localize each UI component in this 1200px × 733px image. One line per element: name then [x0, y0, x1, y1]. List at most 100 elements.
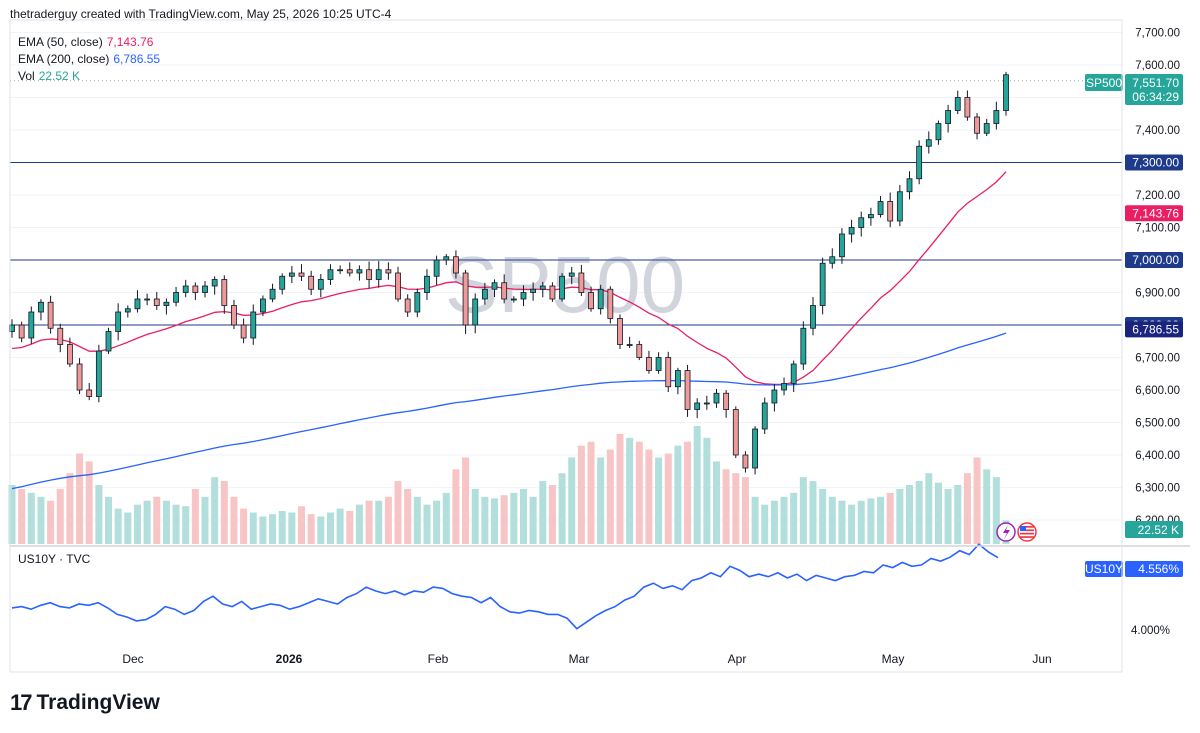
candle[interactable] [202, 281, 208, 298]
candle[interactable] [443, 254, 450, 265]
us10y-pane[interactable]: 4.000% US10Y 4.556% [11, 543, 1183, 637]
candle[interactable] [317, 274, 324, 298]
legend-vol[interactable]: Vol 22.52 K [18, 69, 80, 83]
candle[interactable] [781, 377, 787, 396]
candle[interactable] [761, 397, 768, 435]
candle[interactable] [636, 340, 643, 361]
candle[interactable] [954, 90, 961, 115]
candle[interactable] [559, 273, 565, 302]
candle[interactable] [1003, 71, 1009, 116]
candle[interactable] [713, 388, 720, 408]
candlesticks[interactable] [9, 71, 1009, 475]
candle[interactable] [414, 288, 421, 318]
candle[interactable] [848, 219, 855, 243]
legend-ema200[interactable]: EMA (200, close) 6,786.55 [18, 52, 160, 66]
series-icons[interactable] [996, 522, 1037, 542]
candle[interactable] [356, 265, 363, 281]
candle[interactable] [57, 323, 64, 353]
candle[interactable] [491, 279, 498, 298]
candle[interactable] [771, 383, 778, 412]
lightning-icon[interactable] [996, 522, 1016, 542]
candle[interactable] [337, 265, 344, 274]
candle[interactable] [703, 395, 710, 410]
horizontal-levels[interactable] [10, 80, 1122, 326]
candle[interactable] [568, 266, 575, 285]
candle[interactable] [86, 383, 93, 401]
candle[interactable] [173, 287, 179, 307]
candle[interactable] [453, 250, 459, 279]
candle[interactable] [945, 104, 951, 133]
candle[interactable] [983, 118, 990, 136]
candle[interactable] [520, 285, 527, 307]
candle[interactable] [539, 281, 546, 298]
candle[interactable] [433, 255, 440, 286]
candle[interactable] [790, 360, 797, 392]
candle[interactable] [404, 294, 411, 317]
candle[interactable] [925, 131, 932, 154]
legend-ema50[interactable]: EMA (50, close) 7,143.76 [18, 35, 153, 49]
candle[interactable] [887, 192, 894, 228]
candle[interactable] [260, 295, 266, 317]
candle[interactable] [877, 196, 884, 218]
candle[interactable] [115, 303, 122, 341]
candle[interactable] [578, 264, 585, 297]
candle[interactable] [549, 282, 556, 302]
candle[interactable] [250, 304, 257, 345]
candle[interactable] [395, 266, 401, 302]
candle[interactable] [674, 367, 681, 395]
candle[interactable] [231, 299, 237, 330]
candle[interactable] [829, 248, 836, 269]
candle[interactable] [424, 269, 430, 300]
candle[interactable] [617, 314, 623, 350]
candle[interactable] [626, 336, 633, 348]
candle[interactable] [240, 318, 247, 344]
candle[interactable] [47, 295, 54, 334]
candle[interactable] [269, 283, 276, 303]
candle[interactable] [327, 264, 334, 285]
candle[interactable] [298, 264, 305, 281]
candle[interactable] [144, 293, 151, 306]
candle[interactable] [501, 274, 508, 304]
candle[interactable] [646, 350, 652, 374]
candle[interactable] [375, 261, 382, 288]
candle[interactable] [684, 364, 691, 417]
candle[interactable] [105, 327, 112, 354]
candle[interactable] [858, 211, 865, 237]
candle[interactable] [462, 269, 469, 335]
us10y-legend[interactable]: US10Y · TVC [18, 552, 91, 566]
candle[interactable] [935, 120, 942, 145]
candle[interactable] [597, 284, 604, 315]
candle[interactable] [221, 275, 228, 314]
candle[interactable] [288, 265, 295, 284]
candle[interactable] [481, 282, 488, 305]
candle[interactable] [694, 398, 701, 419]
candle[interactable] [742, 451, 749, 473]
candle[interactable] [655, 352, 662, 374]
candle[interactable] [906, 171, 913, 200]
candle[interactable] [665, 351, 672, 393]
candle[interactable] [67, 337, 73, 368]
candle[interactable] [732, 406, 739, 459]
us-flag-icon[interactable] [1017, 522, 1037, 542]
candle[interactable] [472, 293, 479, 334]
candle[interactable] [800, 321, 807, 370]
candle[interactable] [38, 299, 44, 321]
candle[interactable] [182, 279, 189, 298]
candle[interactable] [346, 262, 353, 277]
tradingview-logo[interactable]: 17 TradingView [10, 690, 160, 716]
candle[interactable] [530, 282, 537, 301]
candle[interactable] [752, 426, 758, 475]
candle[interactable] [134, 290, 141, 313]
candle[interactable] [839, 228, 845, 264]
time-axis[interactable]: Dec 2026 Feb Mar Apr May Jun [122, 652, 1051, 666]
candle[interactable] [366, 261, 372, 289]
candle[interactable] [896, 184, 903, 227]
candle[interactable] [153, 292, 160, 310]
candle[interactable] [510, 296, 517, 303]
candle[interactable] [993, 101, 1000, 130]
candle[interactable] [916, 140, 923, 185]
candle[interactable] [308, 270, 315, 296]
candle[interactable] [964, 90, 971, 121]
candle[interactable] [385, 262, 392, 280]
